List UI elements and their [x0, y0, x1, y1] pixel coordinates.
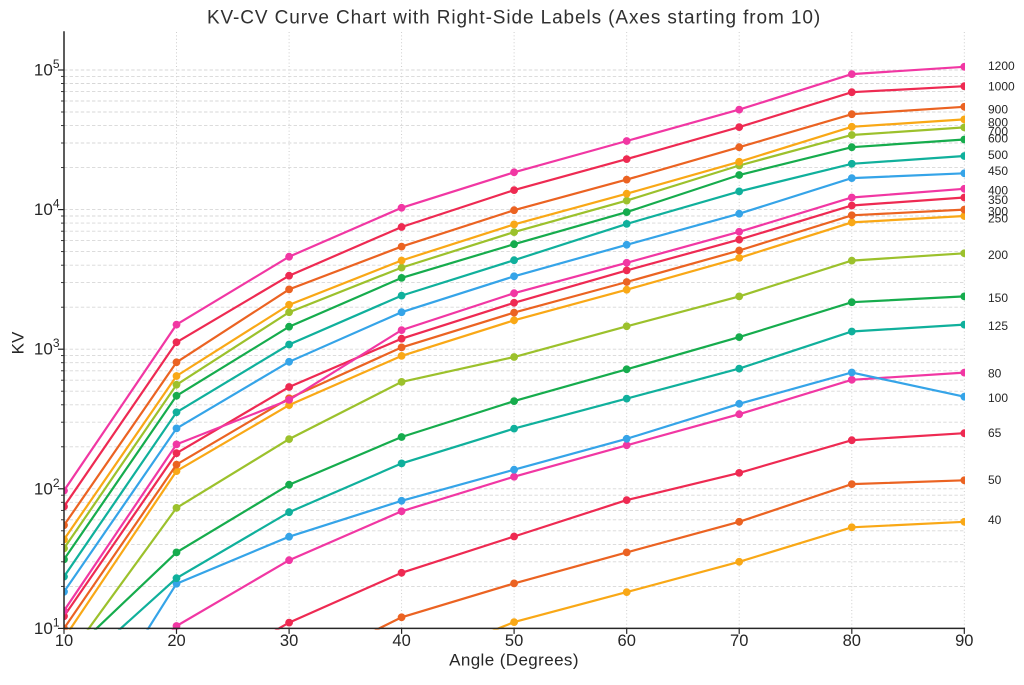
- svg-text:20: 20: [167, 632, 185, 650]
- svg-text:80: 80: [843, 632, 861, 650]
- svg-text:400: 400: [988, 184, 1008, 198]
- svg-text:70: 70: [730, 632, 748, 650]
- svg-text:125: 125: [988, 319, 1008, 333]
- svg-text:60: 60: [618, 632, 636, 650]
- svg-text:1000: 1000: [988, 80, 1015, 94]
- svg-text:90: 90: [955, 632, 973, 650]
- svg-text:65: 65: [988, 426, 1002, 440]
- svg-text:80: 80: [988, 367, 1002, 381]
- svg-text:KV: KV: [9, 331, 28, 354]
- svg-text:30: 30: [280, 632, 298, 650]
- svg-text:KV-CV Curve Chart with Right-S: KV-CV Curve Chart with Right-Side Labels…: [207, 8, 821, 29]
- svg-text:900: 900: [988, 103, 1008, 117]
- svg-text:150: 150: [988, 291, 1008, 305]
- svg-text:50: 50: [505, 632, 523, 650]
- svg-text:300: 300: [988, 205, 1008, 219]
- svg-text:450: 450: [988, 164, 1008, 178]
- svg-text:40: 40: [988, 513, 1002, 527]
- svg-text:Angle (Degrees): Angle (Degrees): [449, 651, 579, 670]
- svg-text:700: 700: [988, 125, 1008, 139]
- svg-text:50: 50: [988, 473, 1002, 487]
- svg-text:1200: 1200: [988, 59, 1015, 73]
- svg-text:250: 250: [988, 212, 1008, 226]
- svg-text:100: 100: [988, 391, 1008, 405]
- svg-text:500: 500: [988, 148, 1008, 162]
- svg-text:40: 40: [392, 632, 410, 650]
- svg-text:600: 600: [988, 132, 1008, 146]
- svg-text:350: 350: [988, 193, 1008, 207]
- svg-text:200: 200: [988, 248, 1008, 262]
- svg-text:10: 10: [55, 632, 73, 650]
- svg-text:800: 800: [988, 116, 1008, 130]
